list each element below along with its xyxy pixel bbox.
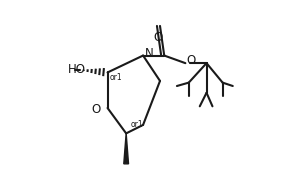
Polygon shape <box>124 133 128 164</box>
Text: or1: or1 <box>110 73 123 82</box>
Text: N: N <box>145 47 153 60</box>
Text: or1: or1 <box>131 120 143 129</box>
Text: O: O <box>186 54 195 67</box>
Text: O: O <box>91 103 101 116</box>
Text: O: O <box>154 31 163 44</box>
Text: HO: HO <box>68 63 86 76</box>
